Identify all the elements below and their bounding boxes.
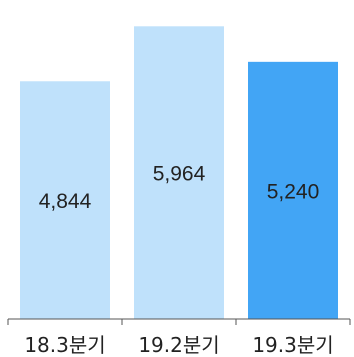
x-ticks-group bbox=[7, 319, 351, 325]
x-tick-labels-group: 18.3분기 19.2분기 19.3분기 bbox=[24, 333, 333, 357]
x-tick-label-1: 18.3분기 bbox=[24, 333, 105, 357]
value-labels-group: 4,844 5,964 5,240 bbox=[39, 163, 320, 213]
bar-1 bbox=[20, 81, 110, 319]
bar-value-label-1: 4,844 bbox=[39, 190, 92, 213]
bar-2 bbox=[134, 26, 224, 319]
bar-value-label-2: 5,964 bbox=[153, 163, 206, 186]
bar-value-label-3: 5,240 bbox=[267, 180, 320, 203]
x-tick-label-3: 19.3분기 bbox=[252, 333, 333, 357]
bars-group bbox=[20, 26, 338, 320]
bar-3 bbox=[248, 61, 338, 320]
x-tick-label-2: 19.2분기 bbox=[138, 333, 219, 357]
